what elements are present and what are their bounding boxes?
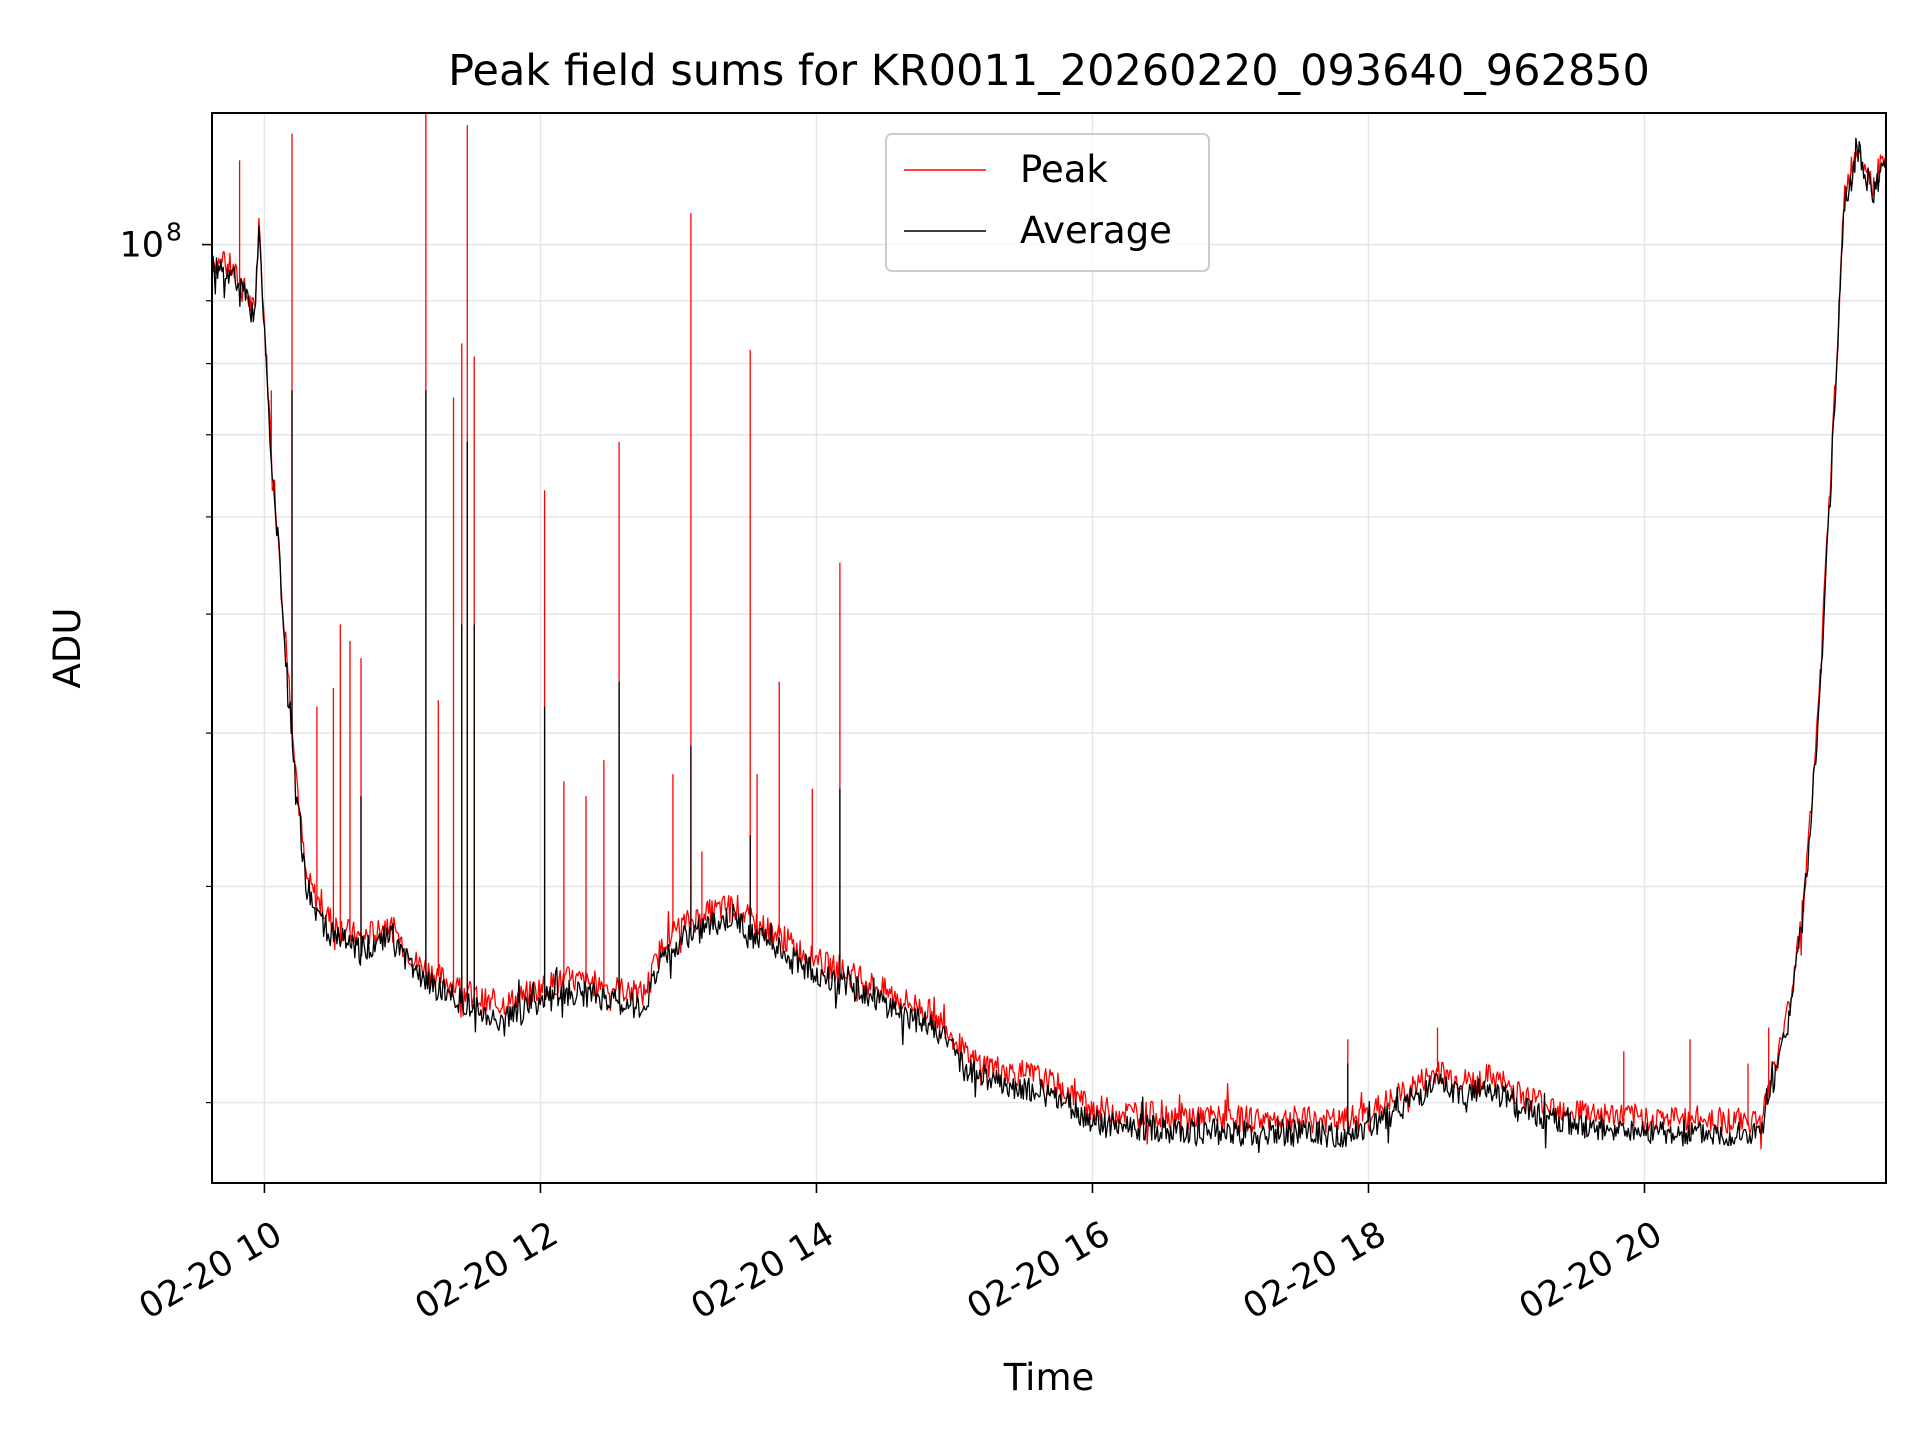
y-tick-exponent: 8 <box>166 218 182 247</box>
legend-peak-label: Peak <box>1020 148 1108 191</box>
axes-frame <box>211 112 1887 1184</box>
y-axis-label: ADU <box>46 608 89 689</box>
x-axis-label: Time <box>1003 1356 1095 1399</box>
y-axis-ticks: 10 8 <box>119 218 212 1104</box>
plot-area <box>212 113 1886 1154</box>
y-tick-label: 10 <box>119 226 164 266</box>
series-line-average <box>212 137 1886 1154</box>
chart-title: Peak field sums for KR0011_20260220_0936… <box>448 46 1650 96</box>
legend: Peak Average <box>885 133 1210 272</box>
series-layer <box>212 113 1886 1154</box>
legend-box <box>885 133 1210 272</box>
legend-average-label: Average <box>1020 209 1172 252</box>
